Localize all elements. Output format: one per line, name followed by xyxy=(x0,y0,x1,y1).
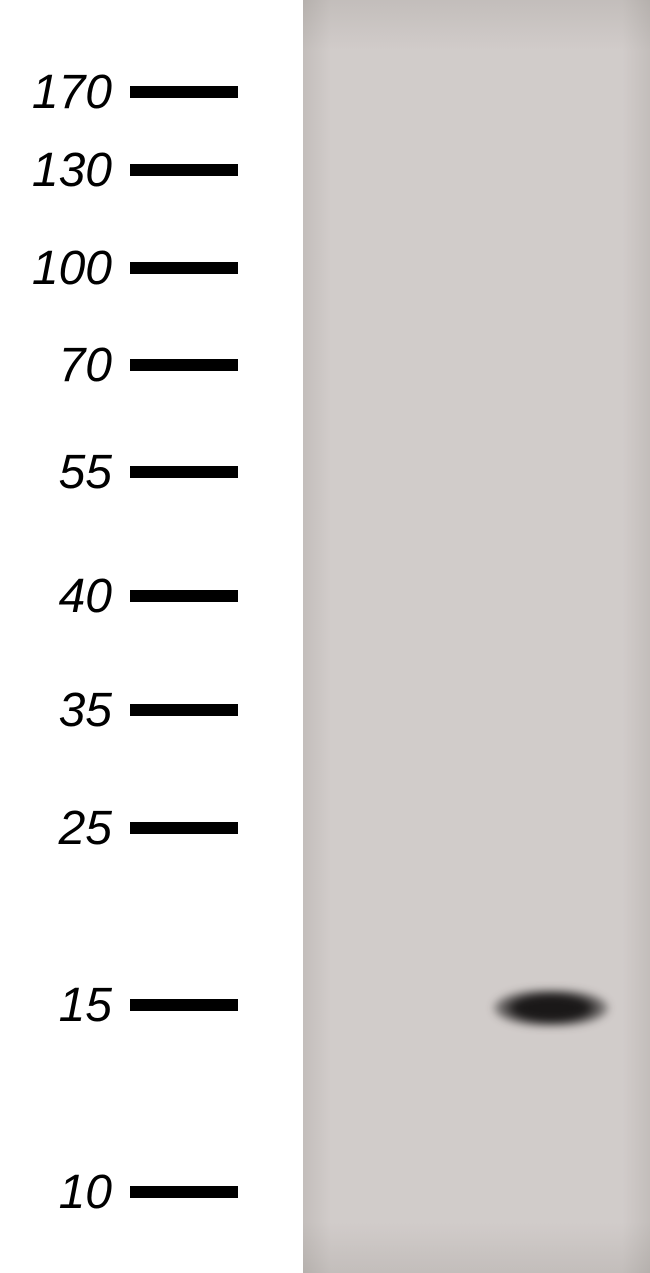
marker-row: 170 xyxy=(0,62,238,122)
marker-row: 10 xyxy=(0,1162,238,1222)
marker-tick xyxy=(130,590,238,602)
blot-membrane xyxy=(303,0,650,1273)
marker-label: 35 xyxy=(0,683,130,738)
marker-label: 130 xyxy=(0,143,130,198)
western-blot-figure: 170 130 100 70 55 40 35 25 15 10 xyxy=(0,0,650,1273)
marker-label: 15 xyxy=(0,978,130,1033)
marker-tick xyxy=(130,704,238,716)
marker-tick xyxy=(130,822,238,834)
marker-row: 100 xyxy=(0,238,238,298)
marker-tick xyxy=(130,164,238,176)
marker-row: 55 xyxy=(0,442,238,502)
marker-row: 70 xyxy=(0,335,238,395)
marker-row: 25 xyxy=(0,798,238,858)
marker-row: 15 xyxy=(0,975,238,1035)
marker-row: 40 xyxy=(0,566,238,626)
marker-tick xyxy=(130,1186,238,1198)
marker-tick xyxy=(130,262,238,274)
marker-label: 170 xyxy=(0,65,130,120)
marker-label: 10 xyxy=(0,1165,130,1220)
marker-tick xyxy=(130,999,238,1011)
marker-row: 130 xyxy=(0,140,238,200)
marker-label: 55 xyxy=(0,445,130,500)
marker-label: 70 xyxy=(0,338,130,393)
marker-tick xyxy=(130,466,238,478)
marker-row: 35 xyxy=(0,680,238,740)
blot-band xyxy=(493,989,609,1027)
marker-label: 100 xyxy=(0,241,130,296)
marker-label: 40 xyxy=(0,569,130,624)
marker-tick xyxy=(130,86,238,98)
molecular-weight-ladder: 170 130 100 70 55 40 35 25 15 10 xyxy=(0,0,280,1273)
marker-label: 25 xyxy=(0,801,130,856)
marker-tick xyxy=(130,359,238,371)
